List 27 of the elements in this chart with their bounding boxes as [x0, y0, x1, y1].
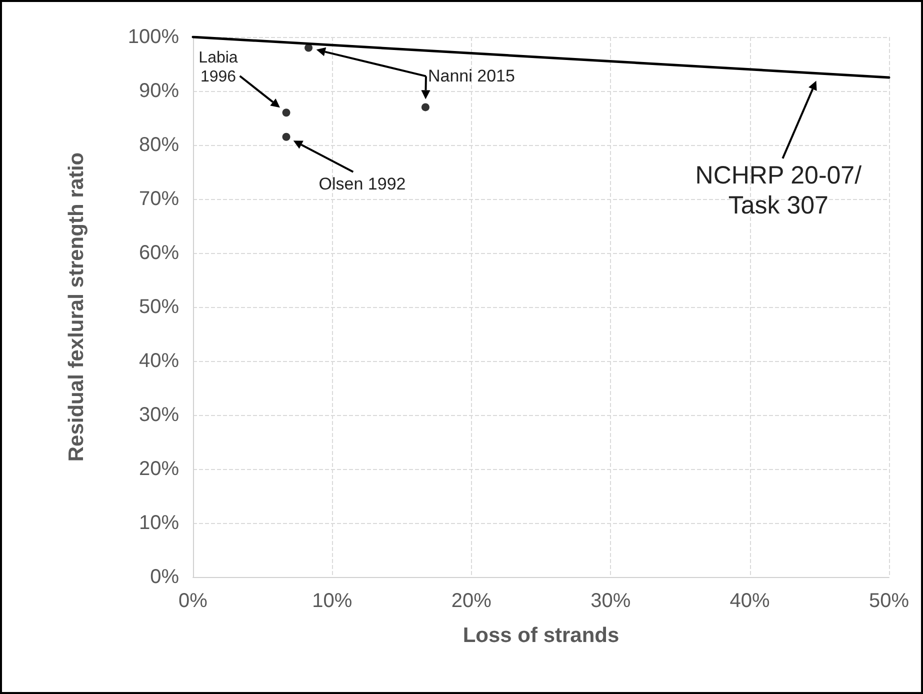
- y-tick-label: 20%: [138, 458, 180, 480]
- point: [282, 108, 290, 117]
- y-tick-label: 90%: [138, 80, 180, 102]
- point: [304, 44, 313, 52]
- point: [282, 132, 290, 141]
- x-axis-title: Loss of strands: [462, 624, 620, 647]
- x-tick-label: 20%: [451, 590, 492, 612]
- x-tick-label: 40%: [730, 590, 770, 612]
- y-tick-label: 60%: [138, 242, 180, 264]
- y-axis-title: Residual fexlural strength ratio: [65, 152, 88, 462]
- y-tick-label: 50%: [138, 296, 180, 318]
- x-tick-label: 50%: [868, 590, 910, 612]
- y-tick-label: 0%: [150, 566, 180, 588]
- y-tick-label: 40%: [138, 350, 180, 372]
- y-tick-label: 80%: [138, 134, 180, 156]
- y-tick-label: 30%: [138, 404, 180, 426]
- y-tick-label: 100%: [128, 26, 180, 48]
- annotation: Olsen 1992: [318, 174, 406, 194]
- point: [421, 103, 430, 112]
- x-tick-label: 10%: [312, 590, 352, 612]
- x-tick-label: 0%: [178, 590, 208, 612]
- y-tick-label: 10%: [138, 512, 180, 534]
- annotation: Nanni 2015: [428, 66, 515, 86]
- y-tick-label: 70%: [138, 188, 180, 210]
- x-tick-label: 30%: [590, 590, 631, 612]
- annotation: NCHRP 20-07/ Task 307: [695, 161, 862, 220]
- annotation: Labia 1996: [198, 50, 238, 86]
